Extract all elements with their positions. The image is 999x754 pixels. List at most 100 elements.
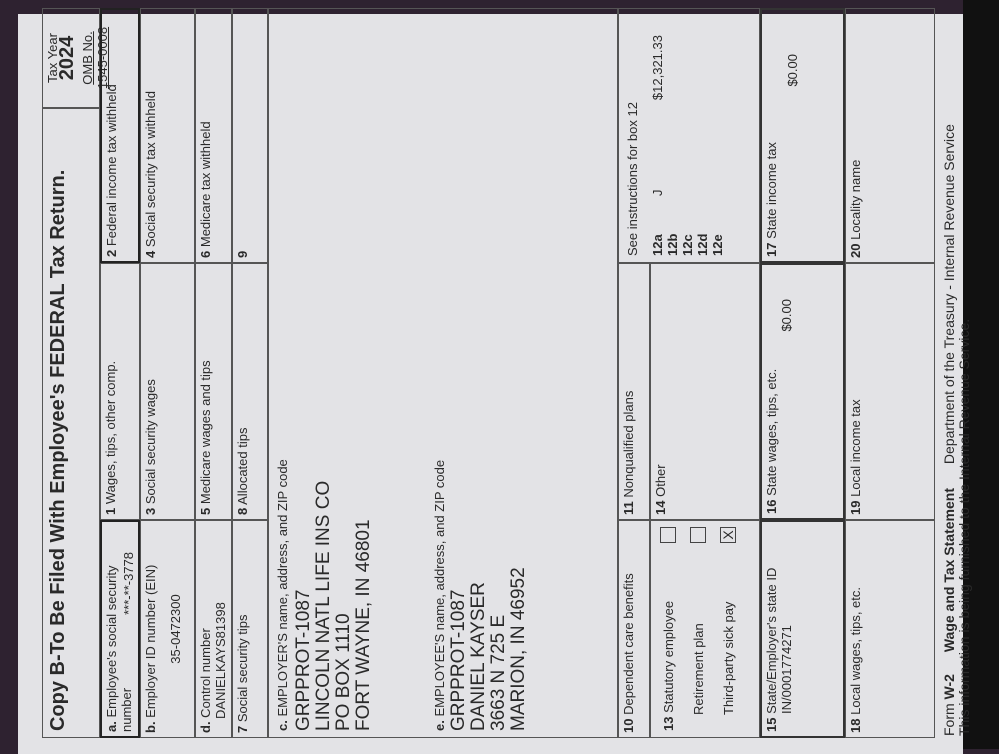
box-12-codes: 12a 12b 12c 12d 12e J $12,321.33 [650,15,725,256]
employee-line: DANIEL KAYSER [468,582,489,731]
third-party-sick-pay-checkbox[interactable]: X [720,527,736,543]
retirement-plan-checkbox[interactable] [690,527,706,543]
box-13: 13 Statutory employee Retirement plan Th… [650,520,760,738]
w2-form: Copy B-To Be Filed With Employee's FEDER… [42,0,999,748]
box-7: 7 Social security tips [232,520,268,738]
box-11-label: Nonqualified plans [621,390,636,498]
code-12e: 12e [710,234,725,256]
box-1-label: Wages, tips, other comp. [103,360,118,505]
statutory-employee-row: 13 Statutory employee [657,527,679,731]
box-b-label: Employer ID number (EIN) [143,564,158,718]
box-e: e. EMPLOYEE'S name, address, and ZIP cod… [432,15,529,731]
box-c-label: EMPLOYER'S name, address, and ZIP code [275,459,290,717]
paper [18,14,963,754]
background-edge [963,0,999,749]
code-12a-letter: J [650,189,665,197]
box-a-letter: a. [104,721,119,732]
box-10-label: Dependent care benefits [621,573,636,715]
box-5-label: Medicare wages and tips [198,360,213,505]
box-14: 14 Other [650,263,760,520]
ssn-value: ***-**-3778 [121,552,136,615]
box-15-num: 15 [764,717,779,732]
form-title-box: Copy B-To Be Filed With Employee's FEDER… [42,108,100,738]
third-party-sick-pay-label: Third-party sick pay [720,601,736,715]
employee-line: MARION, IN 46952 [508,567,529,731]
box-3: 3 Social security wages [140,263,195,520]
box-16: 16 State wages, tips, etc. $0.00 [760,263,845,520]
box-4: 4 Social security tax withheld [140,8,195,263]
form-name: W-2 [941,674,957,700]
box-c-letter: c. [275,720,290,731]
box-15: 15 State/Employer's state ID IN/00017742… [760,520,845,738]
box-8: 8 Allocated tips [232,263,268,520]
box-19: 19 Local income tax [845,263,935,520]
box-b: b. Employer ID number (EIN) 35-0472300 [140,520,195,738]
box-d-letter: d. [198,721,213,733]
box-7-num: 7 [235,725,250,733]
statutory-employee-checkbox[interactable] [660,527,676,543]
box-18-num: 18 [848,718,863,733]
employer-line: LINCOLN NATL LIFE INS CO [313,480,334,731]
form-label: Form [941,703,957,736]
tax-year-box: Tax Year 2024 OMB No. 1545-0008 [42,8,110,108]
box-13-num: 13 [660,716,676,731]
employer-address: GRPPROT-1087 LINCOLN NATL LIFE INS CO PO… [293,15,374,731]
box-a: a. Employee's social security number ***… [100,520,140,738]
box-20-num: 20 [848,243,863,258]
box-9: 9 [232,8,268,263]
state-wages-value: $0.00 [779,299,794,332]
box-c-e: c. EMPLOYER'S name, address, and ZIP cod… [268,8,618,738]
box-18-label: Local wages, tips, etc. [848,587,863,715]
box-3-num: 3 [143,507,158,515]
box-2: 2 Federal income tax withheld [100,8,140,263]
code-12c: 12c [680,234,695,256]
state-id-value: IN/0001774271 [779,625,794,714]
box-d-label: Control number [198,628,213,718]
retirement-plan-row: Retirement plan [687,527,709,731]
box-8-num: 8 [235,507,250,515]
control-number-value: DANIELKAYS81398 [213,602,228,719]
employee-line: 3663 N 725 E [488,614,509,731]
box-20: 20 Locality name [845,8,935,263]
box-5-num: 5 [198,507,213,515]
code-12a-amount: $12,321.33 [650,35,665,101]
box-d: d. Control number DANIELKAYS81398 [195,520,232,738]
form-footer: Form W-2 Wage and Tax Statement Departme… [941,0,972,736]
ein-value: 35-0472300 [168,594,183,664]
third-party-sick-pay-row: Third-party sick pay X [717,527,739,731]
employer-line: PO BOX 1110 [333,613,354,731]
box-17-label: State income tax [764,142,779,239]
box-10-num: 10 [621,718,636,733]
box-14-num: 14 [653,500,668,515]
statement-title: Wage and Tax Statement [941,488,957,653]
employee-address: GRPPROT-1087 DANIEL KAYSER 3663 N 725 E … [448,15,529,731]
box-4-label: Social security tax withheld [143,91,158,248]
box-2-label: Federal income tax withheld [104,84,119,247]
box-6: 6 Medicare tax withheld [195,8,232,263]
box-b-letter: b. [143,721,158,733]
box-16-label: State wages, tips, etc. [764,368,779,496]
box-e-label: EMPLOYEE'S name, address, and ZIP code [432,459,447,717]
box-15-label: State/Employer's state ID [764,567,779,714]
box-14-label: Other [653,464,668,497]
box-9-num: 9 [235,250,250,258]
box-6-label: Medicare tax withheld [198,121,213,248]
box-18: 18 Local wages, tips, etc. [845,520,935,738]
footer-note: This information is being furnished to t… [956,318,972,736]
box-5: 5 Medicare wages and tips [195,263,232,520]
box-3-label: Social security wages [143,379,158,505]
statutory-employee-label: Statutory employee [660,600,676,713]
code-12b: 12b [665,233,680,256]
box-16-num: 16 [764,499,779,514]
box-1-num: 1 [103,507,118,515]
box-1: 1 Wages, tips, other comp. [100,263,140,520]
form-title: Copy B-To Be Filed With Employee's FEDER… [47,169,69,731]
box-7-label: Social security tips [235,614,250,723]
tax-year: 2024 [56,35,78,81]
department: Department of the Treasury - Internal Re… [941,124,957,465]
box-11: 11 Nonqualified plans [618,263,650,520]
box-c: c. EMPLOYER'S name, address, and ZIP cod… [275,15,374,731]
code-12d: 12d [695,233,710,256]
box-20-label: Locality name [848,159,863,240]
state-tax-value: $0.00 [785,54,800,87]
